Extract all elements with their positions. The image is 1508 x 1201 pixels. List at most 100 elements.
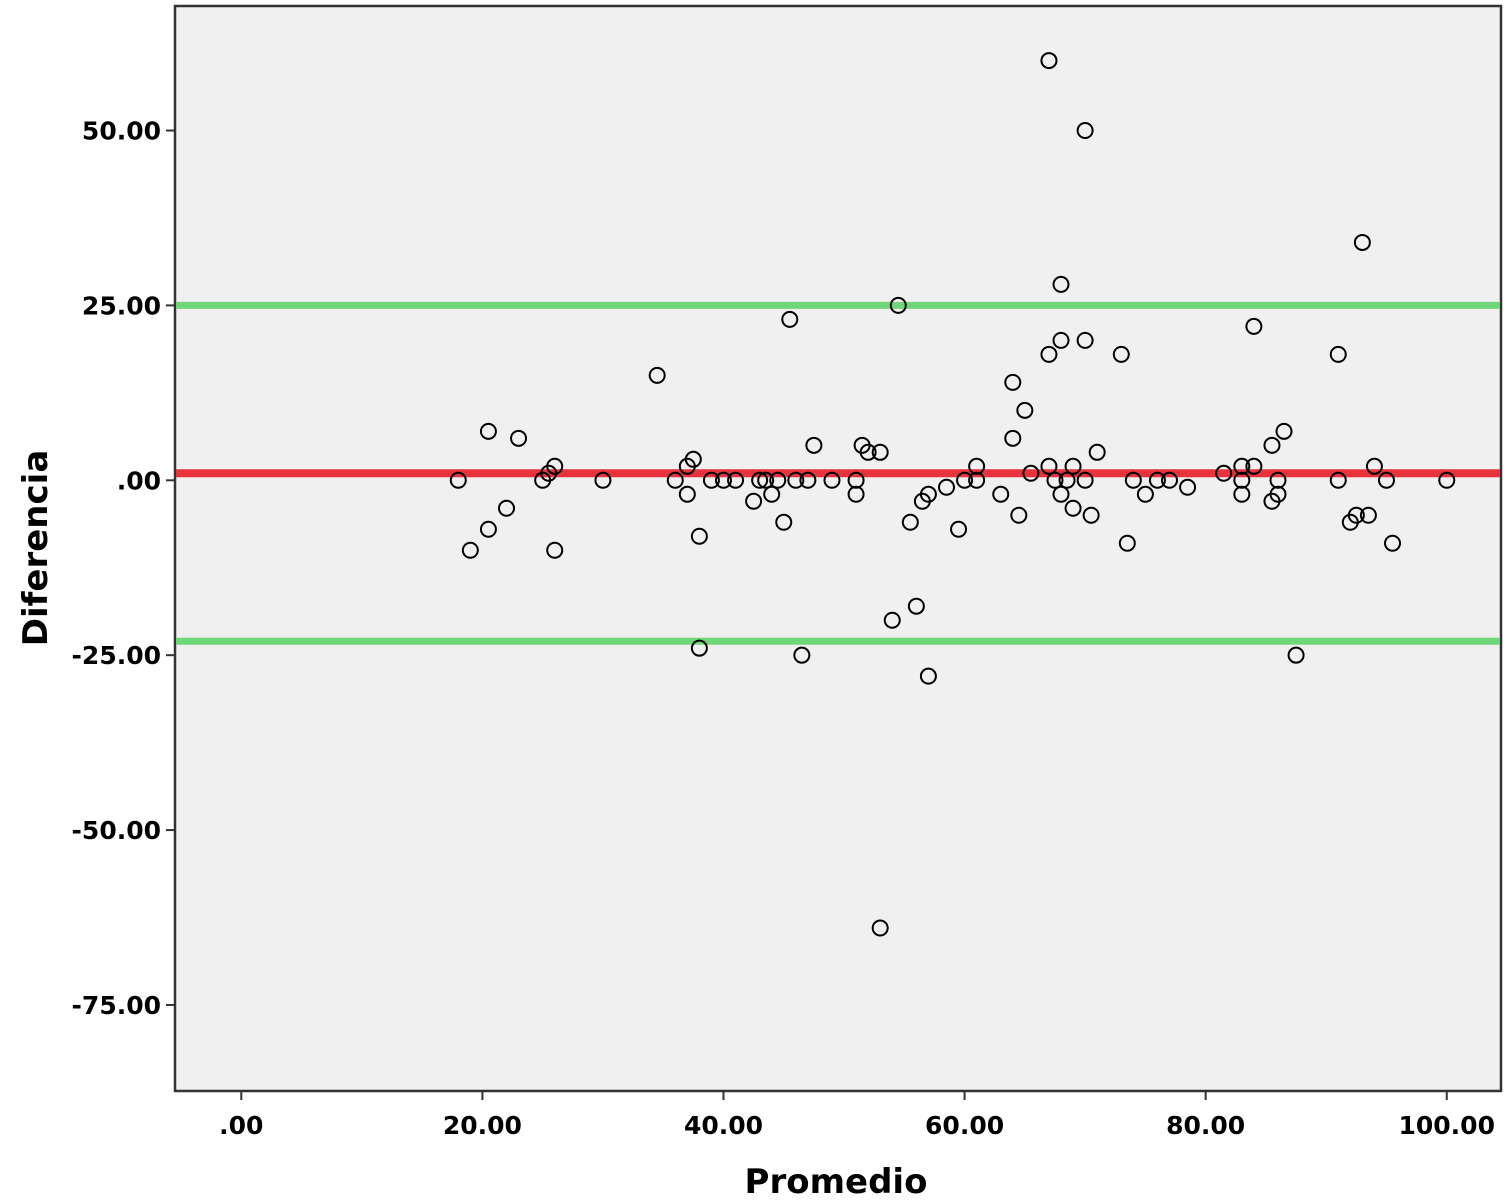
data-point <box>594 471 612 489</box>
data-point <box>1064 499 1082 517</box>
data-point <box>950 520 968 538</box>
data-point <box>745 492 763 510</box>
data-point <box>1269 471 1287 489</box>
data-point <box>1040 345 1058 363</box>
x-axis-title: Promedio <box>745 1162 928 1201</box>
data-point <box>992 485 1010 503</box>
data-point <box>678 485 696 503</box>
data-point <box>871 919 889 937</box>
data-point <box>1287 646 1305 664</box>
data-point <box>1136 485 1154 503</box>
data-point <box>847 471 865 489</box>
data-point <box>498 499 515 517</box>
data-point <box>1438 471 1456 489</box>
data-point <box>690 527 708 545</box>
data-points <box>449 52 1456 937</box>
data-point <box>1118 534 1136 552</box>
data-point <box>1329 471 1347 489</box>
data-point <box>546 541 564 559</box>
data-point <box>1233 457 1251 475</box>
data-point <box>1058 471 1076 489</box>
y-tick-label: -50.00 <box>72 816 161 845</box>
x-tick-label: 100.00 <box>1399 1111 1495 1140</box>
data-point <box>937 478 955 496</box>
data-point <box>1275 422 1293 440</box>
data-point <box>1161 471 1178 489</box>
x-axis-ticks: .00 20.00 40.00 60.00 80.00 100.00 <box>219 1091 1495 1140</box>
data-point <box>919 485 937 503</box>
data-point <box>449 471 467 489</box>
data-point <box>1040 52 1058 70</box>
data-point <box>1010 506 1028 524</box>
data-point <box>805 436 823 454</box>
data-point <box>666 471 684 489</box>
y-tick-label: 25.00 <box>82 291 161 320</box>
data-point <box>479 520 497 538</box>
data-point <box>1233 471 1251 489</box>
data-point <box>1245 317 1263 335</box>
data-point <box>793 646 811 664</box>
data-point <box>1064 457 1082 475</box>
data-point <box>907 597 925 615</box>
x-tick-label: .00 <box>219 1111 263 1140</box>
data-point <box>1179 478 1197 496</box>
x-tick-label: 40.00 <box>684 1111 763 1140</box>
x-tick-label: 80.00 <box>1166 1111 1245 1140</box>
data-point <box>648 366 666 384</box>
data-point <box>546 457 564 475</box>
plot-area <box>173 4 1503 1093</box>
data-point <box>1269 485 1287 503</box>
data-point <box>1359 506 1377 524</box>
data-point <box>727 471 745 489</box>
data-point <box>883 611 901 629</box>
data-point <box>968 457 986 475</box>
data-point <box>461 541 479 559</box>
data-point <box>763 485 781 503</box>
data-point <box>751 471 769 489</box>
data-point <box>769 471 787 489</box>
data-point <box>1088 443 1106 461</box>
data-point <box>1124 471 1142 489</box>
data-point <box>871 443 889 461</box>
y-axis-ticks: 50.00 25.00 .00 -25.00 -50.00 -75.00 <box>72 117 175 1020</box>
data-point <box>1112 345 1130 363</box>
data-point <box>847 485 865 503</box>
data-point <box>690 639 708 657</box>
data-point <box>1377 471 1395 489</box>
y-tick-label: 50.00 <box>82 117 161 146</box>
data-point <box>823 471 841 489</box>
y-tick-label: -75.00 <box>72 991 161 1020</box>
data-point <box>1215 464 1233 482</box>
data-point <box>1233 485 1251 503</box>
data-point <box>1046 471 1064 489</box>
data-point <box>781 310 799 328</box>
data-point <box>1082 506 1100 524</box>
data-point <box>1353 233 1371 251</box>
data-point <box>1076 122 1094 140</box>
data-point <box>1384 534 1402 552</box>
data-point <box>1022 464 1040 482</box>
data-point <box>1076 331 1094 349</box>
data-point <box>1004 429 1022 447</box>
data-point <box>1052 331 1070 349</box>
data-point <box>1076 471 1094 489</box>
data-point <box>956 471 974 489</box>
data-point <box>1365 457 1383 475</box>
y-axis-title: Diferencia <box>16 450 56 647</box>
data-point <box>1329 345 1347 363</box>
data-point <box>968 471 986 489</box>
data-point <box>1148 471 1166 489</box>
data-point <box>1016 401 1034 419</box>
data-point <box>1004 373 1022 391</box>
data-point <box>684 450 702 468</box>
data-point <box>1347 506 1365 524</box>
data-point <box>510 429 528 447</box>
data-point <box>787 471 805 489</box>
data-point <box>757 471 775 489</box>
y-tick-label: -25.00 <box>72 641 161 670</box>
x-tick-label: 20.00 <box>443 1111 522 1140</box>
data-point <box>859 443 877 461</box>
data-point <box>1052 275 1070 293</box>
x-tick-label: 60.00 <box>925 1111 1004 1140</box>
